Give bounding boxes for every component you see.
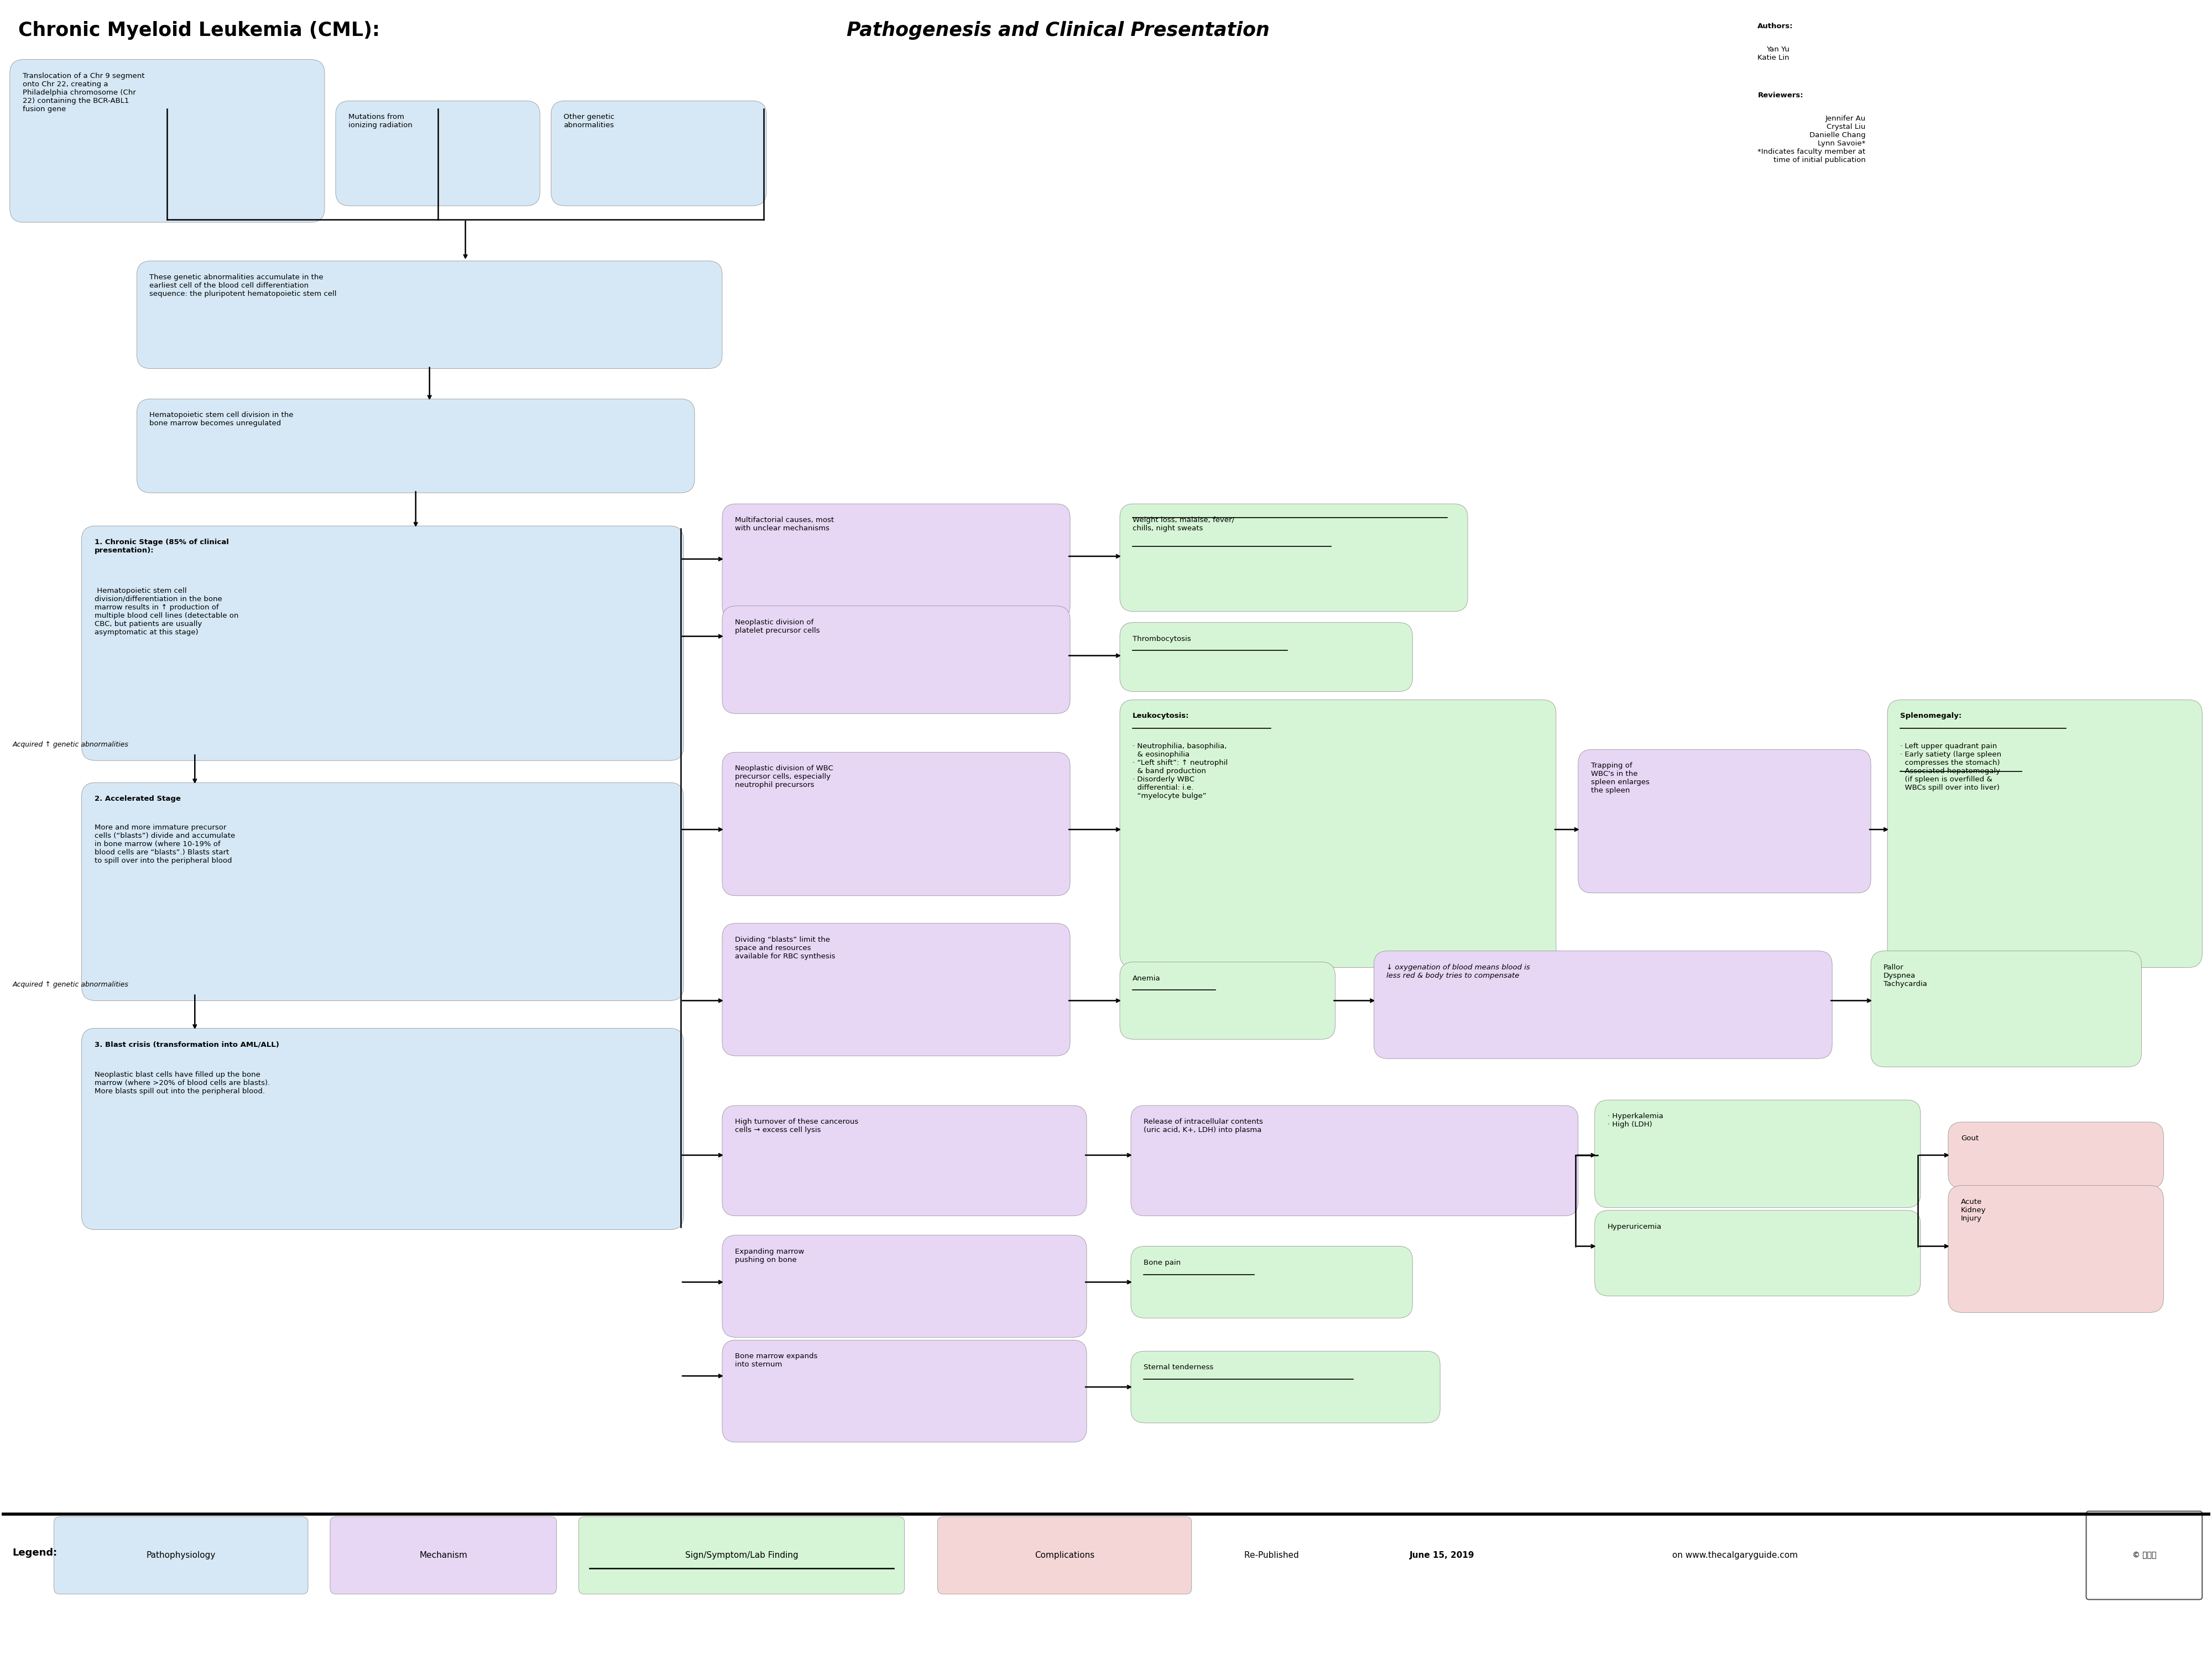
FancyBboxPatch shape (2086, 1511, 2203, 1599)
Text: These genetic abnormalities accumulate in the
earliest cell of the blood cell di: These genetic abnormalities accumulate i… (150, 274, 336, 297)
Text: Other genetic
abnormalities: Other genetic abnormalities (564, 113, 615, 129)
FancyBboxPatch shape (330, 1516, 557, 1594)
Text: Bone marrow expands
into sternum: Bone marrow expands into sternum (734, 1352, 818, 1369)
Text: June 15, 2019: June 15, 2019 (1409, 1551, 1475, 1559)
Text: © ⓈⓄⓃ: © ⓈⓄⓃ (2132, 1551, 2157, 1559)
FancyBboxPatch shape (137, 260, 721, 368)
FancyBboxPatch shape (580, 1516, 905, 1594)
FancyBboxPatch shape (1595, 1100, 1920, 1208)
FancyBboxPatch shape (1119, 504, 1469, 612)
Text: Pallor
Dyspnea
Tachycardia: Pallor Dyspnea Tachycardia (1885, 964, 1927, 987)
Text: Weight loss, malaise, fever/
chills, night sweats: Weight loss, malaise, fever/ chills, nig… (1133, 516, 1234, 533)
FancyBboxPatch shape (1949, 1186, 2163, 1312)
Text: Bone pain: Bone pain (1144, 1259, 1181, 1266)
Text: Neoplastic division of
platelet precursor cells: Neoplastic division of platelet precurso… (734, 619, 821, 634)
FancyBboxPatch shape (1577, 750, 1871, 893)
Text: 3. Blast crisis (transformation into AML/ALL): 3. Blast crisis (transformation into AML… (95, 1040, 279, 1048)
FancyBboxPatch shape (1949, 1121, 2163, 1188)
Text: Neoplastic division of WBC
precursor cells, especially
neutrophil precursors: Neoplastic division of WBC precursor cel… (734, 765, 834, 788)
FancyBboxPatch shape (1130, 1246, 1413, 1317)
Text: · Hyperkalemia
· High (LDH): · Hyperkalemia · High (LDH) (1608, 1113, 1663, 1128)
Text: · Left upper quadrant pain
· Early satiety (large spleen
  compresses the stomac: · Left upper quadrant pain · Early satie… (1900, 743, 2002, 791)
FancyBboxPatch shape (1119, 622, 1413, 692)
Text: Sternal tenderness: Sternal tenderness (1144, 1364, 1214, 1370)
FancyBboxPatch shape (1130, 1105, 1577, 1216)
Text: 2. Accelerated Stage: 2. Accelerated Stage (95, 795, 181, 803)
FancyBboxPatch shape (551, 101, 765, 206)
Text: 1. Chronic Stage (85% of clinical
presentation):: 1. Chronic Stage (85% of clinical presen… (95, 539, 228, 554)
FancyBboxPatch shape (938, 1516, 1192, 1594)
Text: Acquired ↑ genetic abnormalities: Acquired ↑ genetic abnormalities (13, 980, 128, 989)
Text: on www.thecalgaryguide.com: on www.thecalgaryguide.com (1670, 1551, 1798, 1559)
Text: ↓ oxygenation of blood means blood is
less red & body tries to compensate: ↓ oxygenation of blood means blood is le… (1387, 964, 1531, 979)
Text: Mechanism: Mechanism (420, 1551, 467, 1559)
Text: Gout: Gout (1960, 1135, 1978, 1141)
Text: Yan Yu
Katie Lin: Yan Yu Katie Lin (1759, 46, 1790, 61)
FancyBboxPatch shape (1871, 951, 2141, 1067)
Text: Sign/Symptom/Lab Finding: Sign/Symptom/Lab Finding (686, 1551, 799, 1559)
Text: Anemia: Anemia (1133, 975, 1161, 982)
Text: Hematopoietic stem cell
division/differentiation in the bone
marrow results in ↑: Hematopoietic stem cell division/differe… (95, 587, 239, 635)
FancyBboxPatch shape (1119, 700, 1555, 967)
Text: Translocation of a Chr 9 segment
onto Chr 22, creating a
Philadelphia chromosome: Translocation of a Chr 9 segment onto Ch… (22, 73, 144, 113)
Text: High turnover of these cancerous
cells → excess cell lysis: High turnover of these cancerous cells →… (734, 1118, 858, 1133)
Text: Pathophysiology: Pathophysiology (146, 1551, 217, 1559)
FancyBboxPatch shape (721, 1236, 1086, 1337)
Text: · Neutrophilia, basophilia,
  & eosinophilia
· “Left shift”: ↑ neutrophil
  & ba: · Neutrophilia, basophilia, & eosinophil… (1133, 743, 1228, 800)
Text: Reviewers:: Reviewers: (1759, 91, 1803, 100)
Text: Neoplastic blast cells have filled up the bone
marrow (where >20% of blood cells: Neoplastic blast cells have filled up th… (95, 1072, 270, 1095)
FancyBboxPatch shape (82, 1029, 684, 1229)
Text: Pathogenesis and Clinical Presentation: Pathogenesis and Clinical Presentation (847, 22, 1270, 40)
FancyBboxPatch shape (137, 398, 695, 493)
Text: Expanding marrow
pushing on bone: Expanding marrow pushing on bone (734, 1248, 805, 1264)
Text: Release of intracellular contents
(uric acid, K+, LDH) into plasma: Release of intracellular contents (uric … (1144, 1118, 1263, 1133)
Text: Acquired ↑ genetic abnormalities: Acquired ↑ genetic abnormalities (13, 742, 128, 748)
Text: Splenomegaly:: Splenomegaly: (1900, 712, 1962, 720)
FancyBboxPatch shape (1119, 962, 1336, 1039)
FancyBboxPatch shape (1887, 700, 2203, 967)
FancyBboxPatch shape (336, 101, 540, 206)
Text: Trapping of
WBC's in the
spleen enlarges
the spleen: Trapping of WBC's in the spleen enlarges… (1590, 761, 1650, 795)
Text: Chronic Myeloid Leukemia (CML):: Chronic Myeloid Leukemia (CML): (18, 22, 387, 40)
Text: Hematopoietic stem cell division in the
bone marrow becomes unregulated: Hematopoietic stem cell division in the … (150, 411, 294, 426)
Text: Authors:: Authors: (1759, 23, 1794, 30)
Text: More and more immature precursor
cells (“blasts”) divide and accumulate
in bone : More and more immature precursor cells (… (95, 825, 234, 864)
FancyBboxPatch shape (721, 924, 1071, 1055)
FancyBboxPatch shape (721, 504, 1071, 620)
FancyBboxPatch shape (82, 783, 684, 1000)
Text: Mutations from
ionizing radiation: Mutations from ionizing radiation (347, 113, 411, 129)
Text: Dividing “blasts” limit the
space and resources
available for RBC synthesis: Dividing “blasts” limit the space and re… (734, 936, 836, 961)
FancyBboxPatch shape (721, 752, 1071, 896)
FancyBboxPatch shape (82, 526, 684, 760)
FancyBboxPatch shape (721, 1340, 1086, 1442)
Text: Jennifer Au
Crystal Liu
Danielle Chang
Lynn Savoie*
*Indicates faculty member at: Jennifer Au Crystal Liu Danielle Chang L… (1759, 114, 1865, 164)
FancyBboxPatch shape (721, 1105, 1086, 1216)
FancyBboxPatch shape (1374, 951, 1832, 1058)
FancyBboxPatch shape (1595, 1211, 1920, 1296)
Text: Leukocytosis:: Leukocytosis: (1133, 712, 1190, 720)
Text: Hyperuricemia: Hyperuricemia (1608, 1223, 1661, 1231)
FancyBboxPatch shape (721, 606, 1071, 713)
Text: Thrombocytosis: Thrombocytosis (1133, 635, 1190, 642)
Text: Complications: Complications (1035, 1551, 1095, 1559)
Text: Multifactorial causes, most
with unclear mechanisms: Multifactorial causes, most with unclear… (734, 516, 834, 533)
FancyBboxPatch shape (1130, 1350, 1440, 1423)
Text: Legend:: Legend: (13, 1548, 58, 1558)
FancyBboxPatch shape (53, 1516, 307, 1594)
Text: Re-Published: Re-Published (1243, 1551, 1301, 1559)
FancyBboxPatch shape (9, 60, 325, 222)
Text: Acute
Kidney
Injury: Acute Kidney Injury (1960, 1198, 1986, 1223)
